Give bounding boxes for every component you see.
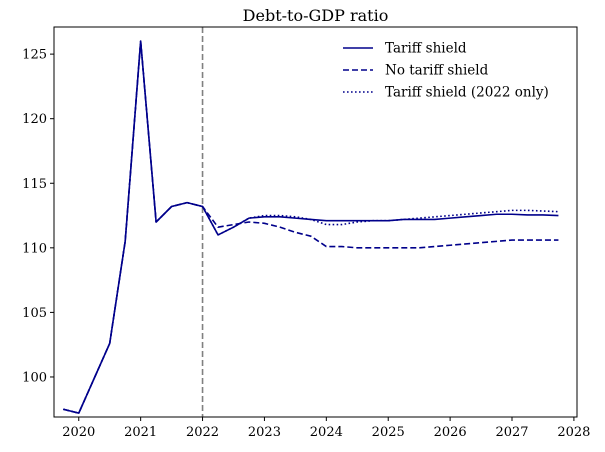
chart-title: Debt-to-GDP ratio [243,6,389,25]
x-tick-label: 2027 [495,425,528,440]
y-tick-label: 120 [22,112,47,127]
legend-label-3: Tariff shield (2022 only) [385,85,549,101]
y-tick-label: 125 [22,48,47,63]
y-tick-label: 115 [22,177,47,192]
series-line-2 [63,40,559,414]
y-tick-label: 105 [22,306,47,321]
legend-label-1: Tariff shield [385,41,467,57]
x-tick-label: 2021 [124,425,157,440]
plot-area [63,27,559,417]
x-tick-label: 2020 [62,425,95,440]
y-tick-label: 110 [22,241,47,256]
x-tick-label: 2028 [557,425,590,440]
series-line-3 [63,40,559,414]
legend-label-2: No tariff shield [385,63,489,79]
y-tick-label: 100 [22,370,47,385]
axis-ticks: 2020 2021 2022 2023 2024 2025 2026 2027 2028 100 1… [22,48,590,440]
x-tick-label: 2022 [186,425,219,440]
axes-frame [53,26,578,418]
x-tick-label: 2025 [372,425,405,440]
x-tick-label: 2024 [310,425,343,440]
x-tick-label: 2023 [248,425,281,440]
x-tick-label: 2026 [434,425,467,440]
legend: Tariff shield No tariff shield Tariff shie… [343,41,549,101]
